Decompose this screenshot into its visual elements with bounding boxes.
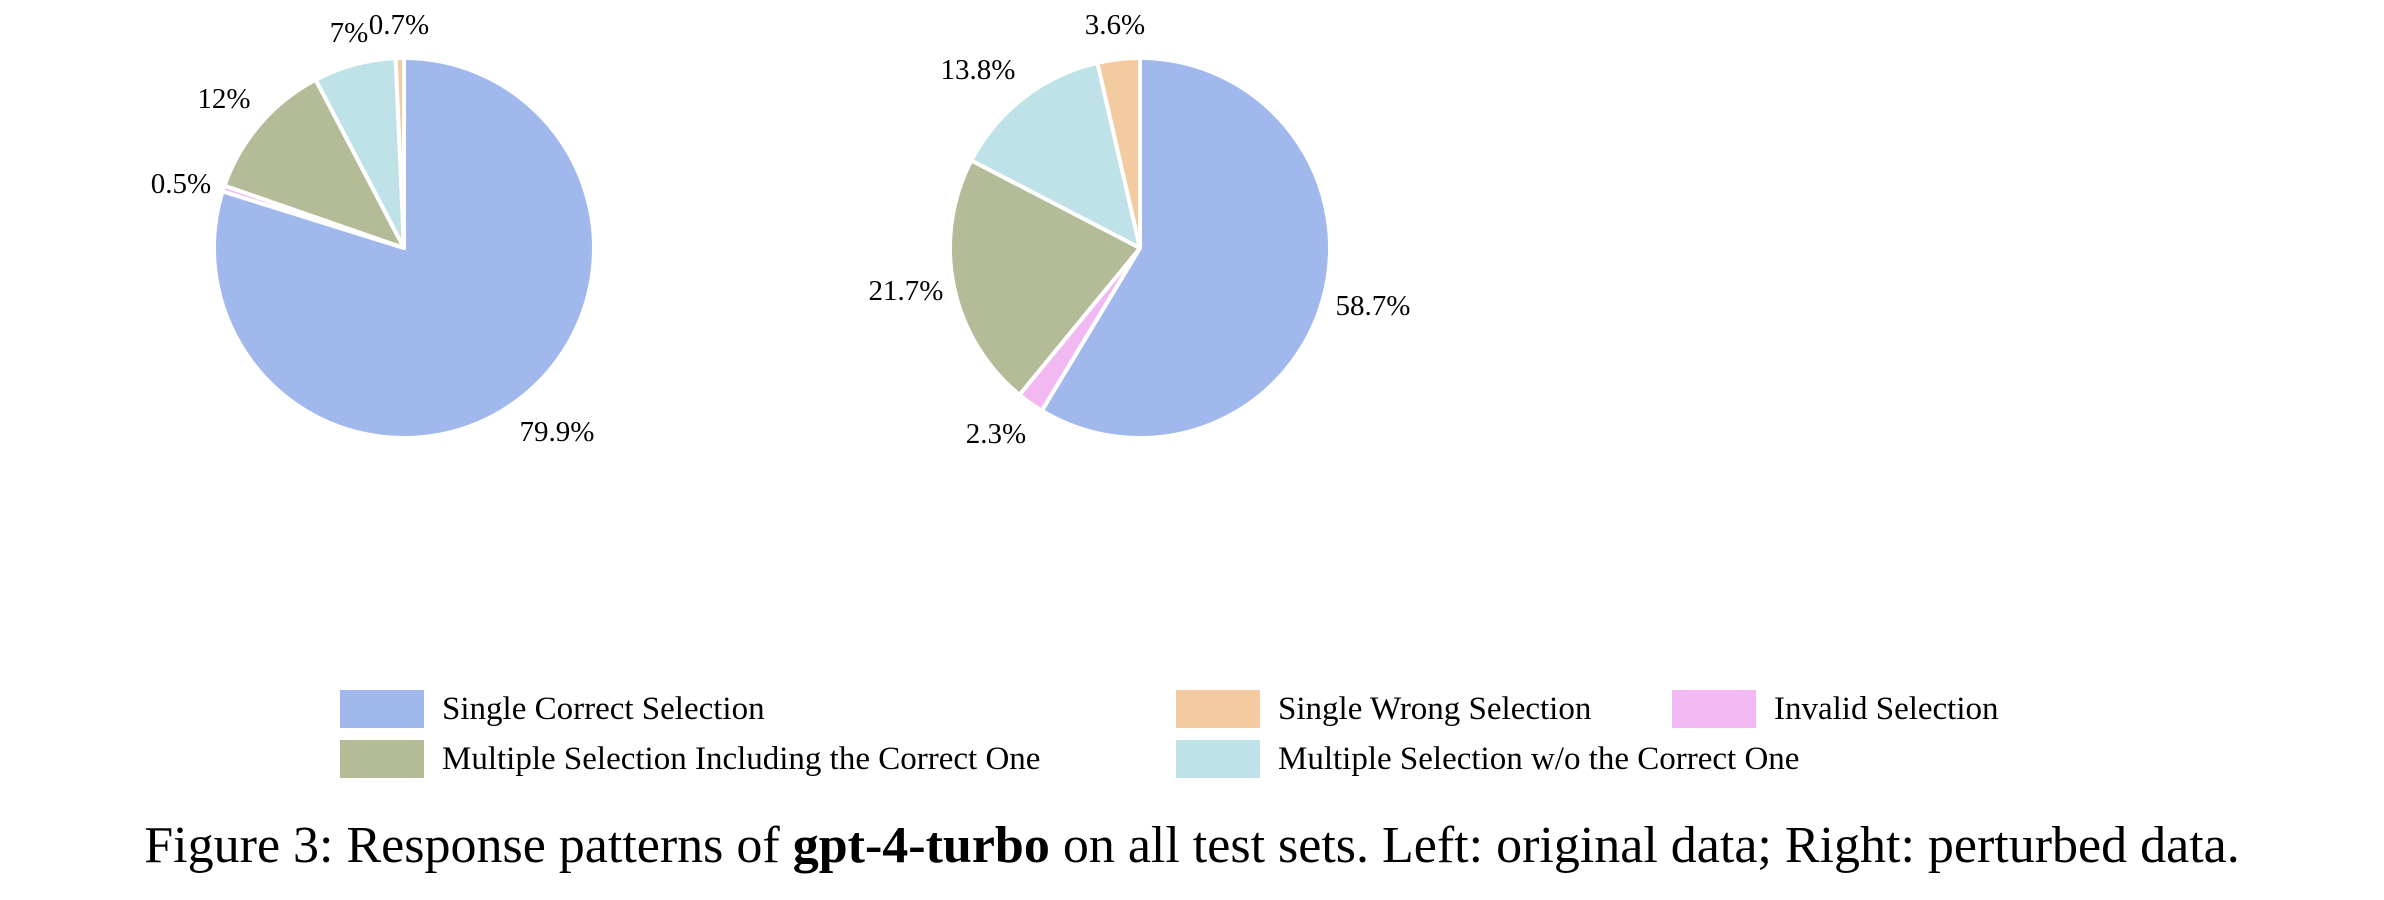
legend-item-multiple-without: Multiple Selection w/o the Correct One — [1176, 740, 1799, 778]
caption-prefix: Figure 3: Response patterns of — [144, 817, 793, 874]
legend-swatch-single-wrong — [1176, 690, 1260, 728]
legend-swatch-multiple-including — [340, 740, 424, 778]
legend-label-multiple-including: Multiple Selection Including the Correct… — [442, 740, 1041, 777]
legend-label-single-correct: Single Correct Selection — [442, 690, 765, 727]
slice-label-multiple-selection-including-the-correct-one: 21.7% — [869, 275, 944, 307]
figure-caption: Figure 3: Response patterns of gpt-4-tur… — [0, 816, 2384, 875]
legend-swatch-invalid — [1672, 690, 1756, 728]
pie-slice-single-wrong-selection — [1095, 56, 1142, 250]
legend: Single Correct Selection Single Wrong Se… — [340, 688, 2060, 792]
pie-slice-multiple-selection-including-the-correct-one — [222, 77, 406, 250]
slice-label-invalid-selection: 2.3% — [966, 418, 1026, 450]
legend-item-invalid: Invalid Selection — [1672, 690, 1999, 728]
legend-item-single-correct: Single Correct Selection — [340, 690, 765, 728]
slice-label-multiple-selection-w-o-the-correct-one: 7% — [330, 17, 369, 49]
legend-item-multiple-including: Multiple Selection Including the Correct… — [340, 740, 1040, 778]
slice-label-invalid-selection: 0.5% — [151, 168, 211, 200]
legend-swatch-single-correct — [340, 690, 424, 728]
slice-label-single-correct-selection: 58.7% — [1336, 290, 1411, 322]
pie-slice-single-wrong-selection — [393, 55, 406, 250]
pie-slice-multiple-selection-w-o-the-correct-one — [969, 60, 1142, 250]
pie-charts: 79.9% 0.5% 12% 7% 0.7% 58.7% 2.3% 21.7% 13.8% 3.… — [151, 9, 1411, 450]
slice-label-multiple-selection-including-the-correct-one: 12% — [197, 83, 250, 115]
legend-label-multiple-without: Multiple Selection w/o the Correct One — [1278, 740, 1800, 777]
pie-slice-multiple-selection-including-the-correct-one — [948, 158, 1142, 397]
legend-label-single-wrong: Single Wrong Selection — [1278, 690, 1592, 727]
pie-slice-single-correct-selection — [1039, 56, 1332, 440]
legend-item-single-wrong: Single Wrong Selection — [1176, 690, 1591, 728]
legend-label-invalid: Invalid Selection — [1774, 690, 1999, 727]
slice-label-single-wrong-selection: 3.6% — [1085, 9, 1145, 41]
caption-suffix: on all test sets. Left: original data; R… — [1049, 817, 2240, 874]
caption-model: gpt-4-turbo — [792, 817, 1050, 874]
legend-swatch-multiple-without — [1176, 740, 1260, 778]
slice-label-single-wrong-selection: 0.7% — [369, 9, 429, 41]
pie-chart-original: 79.9% 0.5% 12% 7% 0.7% — [151, 9, 597, 448]
slice-label-multiple-selection-w-o-the-correct-one: 13.8% — [941, 54, 1016, 86]
slice-label-single-correct-selection: 79.9% — [520, 416, 595, 448]
pie-chart-perturbed: 58.7% 2.3% 21.7% 13.8% 3.6% — [869, 9, 1411, 450]
